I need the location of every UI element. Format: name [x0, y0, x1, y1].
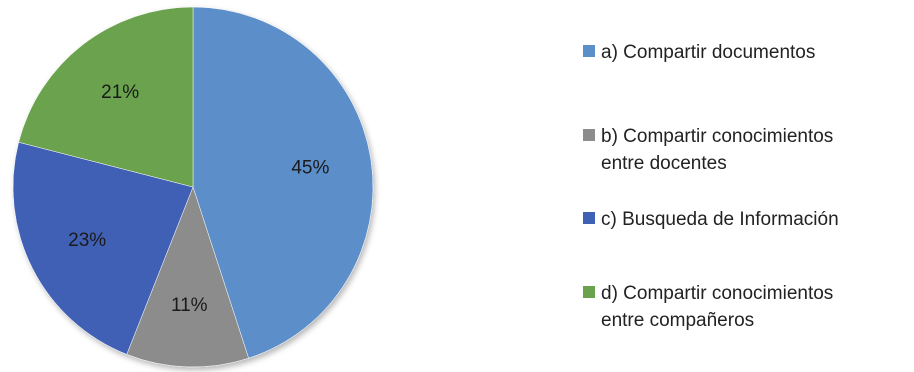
legend-label-a: a) Compartir documentos — [601, 42, 816, 63]
slice-label-b: 11% — [171, 295, 208, 316]
legend-swatch-a — [583, 45, 595, 57]
slice-label-d: 21% — [101, 82, 139, 103]
legend-swatch-b — [583, 129, 595, 141]
legend-item-a: a) Compartir documentos — [583, 39, 815, 66]
legend-label-b: b) Compartir conocimientos entre docente… — [601, 126, 834, 174]
pie-slice-d — [18, 6, 194, 188]
pie-slice-a — [192, 6, 374, 359]
pie-slice-b — [126, 186, 249, 368]
legend-label-c: c) Busqueda de Información — [601, 209, 839, 230]
legend-label-d: d) Compartir conocimientos entre compañe… — [601, 283, 834, 331]
legend-item-c: c) Busqueda de Información — [583, 206, 839, 233]
legend: a) Compartir documentos b) Compartir con… — [583, 0, 914, 372]
pie-slice-c — [12, 141, 194, 355]
slice-label-a: 45% — [291, 157, 329, 178]
legend-swatch-c — [583, 212, 595, 224]
legend-item-b: b) Compartir conocimientos entre docente… — [583, 123, 833, 177]
slice-label-c: 23% — [68, 230, 106, 251]
legend-item-d: d) Compartir conocimientos entre compañe… — [583, 280, 833, 334]
legend-swatch-d — [583, 286, 595, 298]
